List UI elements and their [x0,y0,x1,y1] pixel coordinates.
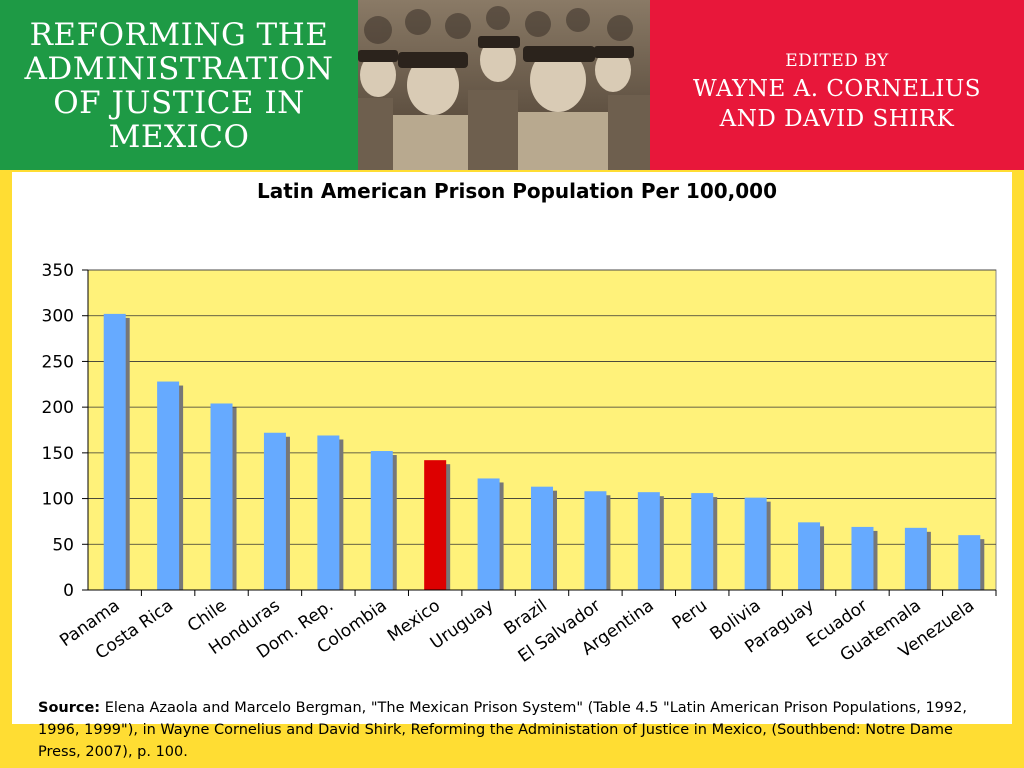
cover-editors-panel: EDITED BY WAYNE A. CORNELIUS AND DAVID S… [650,0,1024,170]
chart-panel: Latin American Prison Population Per 100… [12,172,1012,724]
bar [424,460,447,590]
bar [904,527,927,590]
y-tick-label: 0 [63,581,74,601]
y-axis-ticks: 0 50 100 150 200 250 300 350 [42,261,88,601]
cover-title-line: ADMINISTRATION [24,51,334,87]
y-tick-label: 250 [42,352,74,372]
source-text: Elena Azaola and Marcelo Bergman, "The M… [38,700,967,760]
bar [210,403,233,590]
x-tick-label: Peru [669,596,711,634]
y-tick-label: 350 [42,261,74,281]
cover-title-line: MEXICO [108,119,250,155]
cover-editors: EDITED BY WAYNE A. CORNELIUS AND DAVID S… [650,48,1024,134]
source-note: Source: Elena Azaola and Marcelo Bergman… [38,697,968,763]
cover-title: REFORMING THE ADMINISTRATION OF JUSTICE … [6,18,352,154]
cover-title-line: OF JUSTICE IN [53,85,305,121]
book-cover-banner: REFORMING THE ADMINISTRATION OF JUSTICE … [0,0,1024,170]
bar [851,526,874,590]
y-tick-label: 150 [42,444,74,464]
y-tick-label: 300 [42,307,74,327]
bar [317,435,340,590]
chart-title: Latin American Prison Population Per 100… [257,179,777,203]
editor-line: AND DAVID SHIRK [719,106,955,132]
bar [531,486,553,590]
bar [744,497,767,590]
bar [637,492,660,590]
bar [263,432,286,590]
bar-chart: Latin American Prison Population Per 100… [42,179,997,667]
cover-photo-police-image [358,0,650,170]
editor-line: WAYNE A. CORNELIUS [693,76,981,102]
bar [477,478,500,590]
edited-by-label: EDITED BY [785,51,889,71]
y-tick-label: 50 [52,535,74,555]
bar [370,451,393,590]
bar [584,491,607,590]
source-label: Source: [38,700,101,716]
y-tick-label: 100 [42,490,74,510]
bar [103,313,126,590]
bar [798,522,821,590]
bar [691,493,714,590]
bar [157,381,180,590]
cover-title-line: REFORMING THE [29,17,329,53]
y-tick-label: 200 [42,398,74,418]
bars [103,313,985,590]
cover-title-panel: REFORMING THE ADMINISTRATION OF JUSTICE … [0,0,358,170]
bar [958,535,981,590]
